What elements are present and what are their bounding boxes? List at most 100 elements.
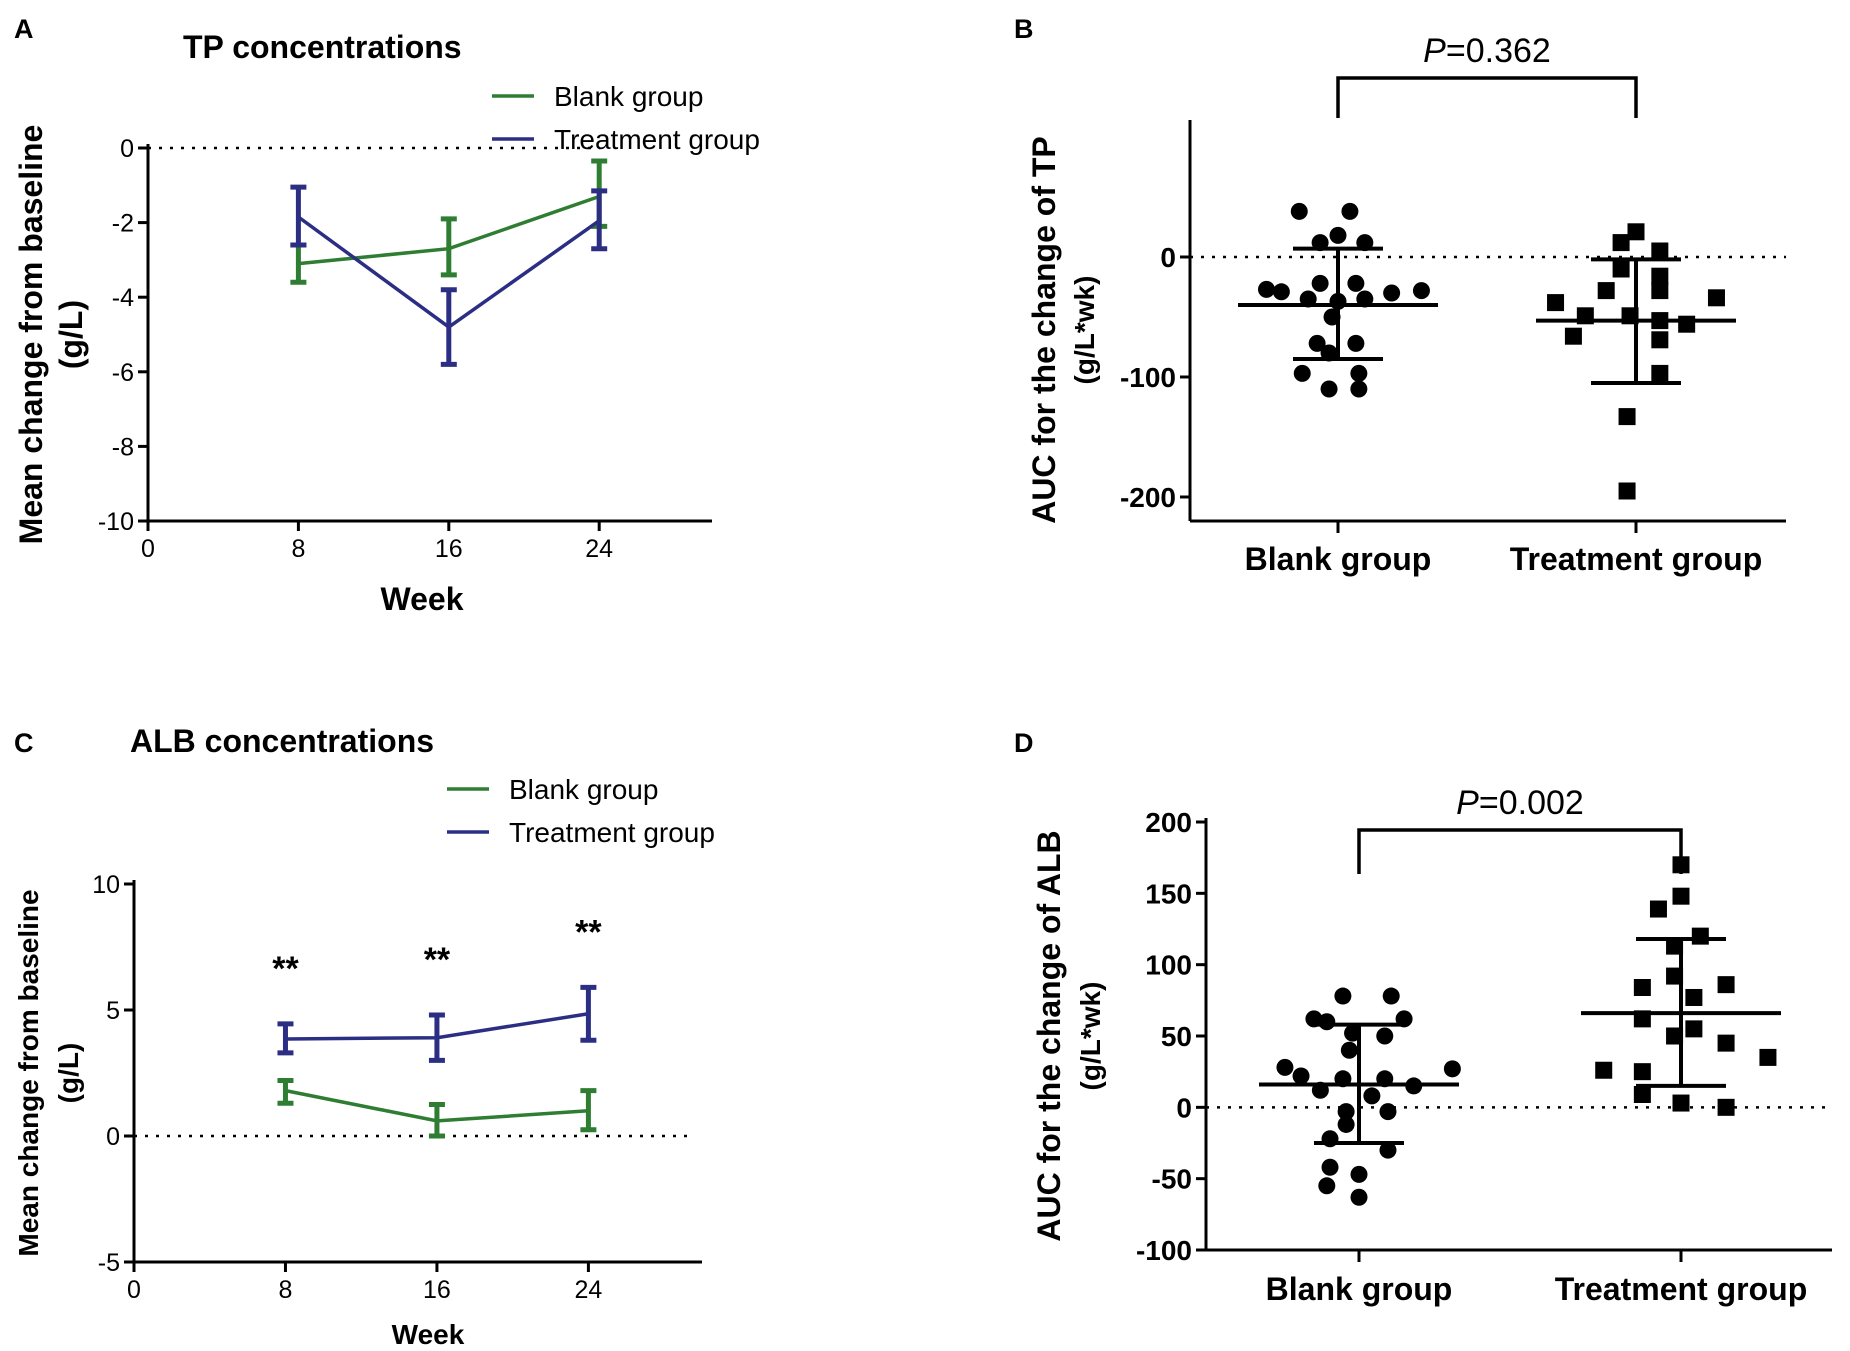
panel-a-y-tick-label: -10: [98, 508, 134, 536]
panel-c-y-axis-unit: (g/L): [53, 1043, 84, 1104]
panel-d-y-tick-label: -50: [1152, 1164, 1192, 1195]
panel-b-data-point: [1651, 282, 1669, 300]
panel-a-legend-label: Blank group: [554, 81, 703, 112]
panel-d-data-point: [1759, 1048, 1777, 1066]
panel-c-x-tick-label: 8: [279, 1276, 293, 1304]
panel-c-legend-label: Treatment group: [509, 817, 715, 848]
panel-d-y-axis-unit: (g/L*wk): [1075, 982, 1106, 1091]
panel-d-category-label: Treatment group: [1555, 1271, 1807, 1307]
panel-b-data-point: [1293, 364, 1311, 382]
panel-b-y-tick-label: -100: [1120, 362, 1176, 393]
panel-b-p-value: P=0.362: [1423, 32, 1551, 70]
panel-d-data-point: [1363, 1087, 1381, 1105]
panel-b-category-label: Treatment group: [1510, 541, 1762, 577]
panel-b-data-point: [1350, 380, 1368, 398]
panel-d-p-value: P=0.002: [1456, 784, 1584, 822]
panel-b-data-point: [1564, 327, 1582, 345]
panel-d-data-point: [1685, 988, 1703, 1006]
panel-c-significance-marker: **: [575, 913, 602, 951]
panel-d-data-point: [1685, 1020, 1703, 1038]
panel-a-x-tick-label: 24: [585, 535, 613, 563]
panel-b-data-point: [1412, 282, 1430, 300]
panel-b-data-point: [1320, 380, 1338, 398]
panel-d-y-axis-label: AUC for the change of ALB: [1031, 830, 1067, 1241]
panel-d-data-point: [1717, 1098, 1735, 1116]
panel-d-data-point: [1382, 987, 1400, 1005]
panel-d-panel-letter: D: [1014, 728, 1034, 758]
panel-d-data-point: [1340, 1041, 1358, 1059]
panel-d-data-point: [1633, 1063, 1651, 1081]
panel-d-data-point: [1649, 900, 1667, 918]
panel-d-data-point: [1276, 1058, 1294, 1076]
panel-d-y-tick-label: 100: [1145, 950, 1192, 981]
panel-c-significance-marker: **: [272, 950, 299, 988]
panel-d-data-point: [1350, 1188, 1368, 1206]
panel-d-data-point: [1337, 1115, 1355, 1133]
panel-b-category-label: Blank group: [1245, 541, 1432, 577]
panel-d-data-point: [1717, 976, 1735, 994]
panel-b-data-point: [1651, 364, 1669, 382]
panel-a-y-tick-label: -6: [112, 359, 134, 387]
panel-c-y-axis-label: Mean change from baseline: [13, 889, 44, 1256]
panel-d-y-tick-label: 50: [1161, 1021, 1192, 1052]
panel-d-data-point: [1321, 1158, 1339, 1176]
panel-c-significance-marker: **: [424, 941, 451, 979]
panel-d-data-point: [1666, 967, 1684, 985]
panel-b-panel-letter: B: [1014, 14, 1034, 44]
panel-c-chart-title: ALB concentrations: [130, 723, 434, 759]
panel-c-y-tick-label: 5: [106, 997, 120, 1025]
panel-b-data-point: [1618, 408, 1636, 426]
panel-d-data-point: [1379, 1141, 1397, 1159]
panel-b-data-point: [1612, 260, 1630, 278]
panel-a-x-tick-label: 16: [435, 535, 463, 563]
panel-d-data-point: [1633, 978, 1651, 996]
panel-d-p-value-text: =0.002: [1479, 784, 1584, 822]
panel-a-y-tick-label: -4: [112, 284, 134, 312]
panel-a-y-tick-label: 0: [120, 135, 134, 163]
panel-d-data-point: [1350, 1165, 1368, 1183]
panel-b-data-point: [1707, 289, 1725, 307]
panel-b-data-point: [1329, 226, 1347, 244]
panel-d-data-point: [1717, 1034, 1735, 1052]
panel-d-data-point: [1672, 887, 1690, 905]
panel-b-data-point: [1311, 274, 1329, 292]
panel-a-y-tick-label: -2: [112, 210, 134, 238]
panel-a-y-axis-label: Mean change from baseline: [13, 125, 49, 545]
panel-b-data-point: [1350, 364, 1368, 382]
panel-d-data-point: [1376, 1027, 1394, 1045]
panel-a-legend-label: Treatment group: [554, 124, 760, 155]
panel-b-p-value-symbol: P: [1423, 32, 1446, 70]
panel-b-y-tick-label: 0: [1160, 242, 1176, 273]
panel-d-y-tick-label: -100: [1136, 1235, 1192, 1266]
panel-b-data-point: [1678, 315, 1696, 333]
panel-b-y-axis-unit: (g/L*wk): [1069, 276, 1100, 385]
panel-d-data-point: [1595, 1061, 1613, 1079]
panel-b-data-point: [1308, 334, 1326, 352]
panel-d-category-label: Blank group: [1266, 1271, 1453, 1307]
panel-a-y-tick-label: -8: [112, 433, 134, 461]
panel-b-data-point: [1347, 274, 1365, 292]
panel-c-x-axis-label: Week: [392, 1319, 465, 1350]
panel-b-data-point: [1627, 223, 1645, 241]
panel-a-x-tick-label: 0: [141, 535, 155, 563]
panel-b-data-point: [1651, 242, 1669, 260]
panel-b-p-value-text: =0.362: [1446, 32, 1551, 70]
panel-b-data-point: [1347, 334, 1365, 352]
panel-b-data-point: [1272, 283, 1290, 301]
panel-b-data-point: [1612, 234, 1630, 252]
panel-d-data-point: [1379, 1103, 1397, 1121]
panel-d-data-point: [1337, 1103, 1355, 1121]
panel-a-panel-letter: A: [14, 14, 34, 44]
panel-d-data-point: [1666, 1027, 1684, 1045]
panel-c-y-tick-label: -5: [98, 1249, 120, 1277]
panel-b-data-point: [1618, 482, 1636, 500]
panel-b-data-point: [1341, 202, 1359, 220]
panel-a-chart-title: TP concentrations: [183, 29, 462, 65]
panel-d-y-tick-label: 150: [1145, 878, 1192, 909]
panel-c-legend-label: Blank group: [509, 774, 658, 805]
panel-b-data-point: [1257, 280, 1275, 298]
panel-b-data-point: [1597, 282, 1615, 300]
panel-d-p-value-symbol: P: [1456, 784, 1479, 822]
panel-b-y-axis-label: AUC for the change of TP: [1026, 136, 1062, 524]
